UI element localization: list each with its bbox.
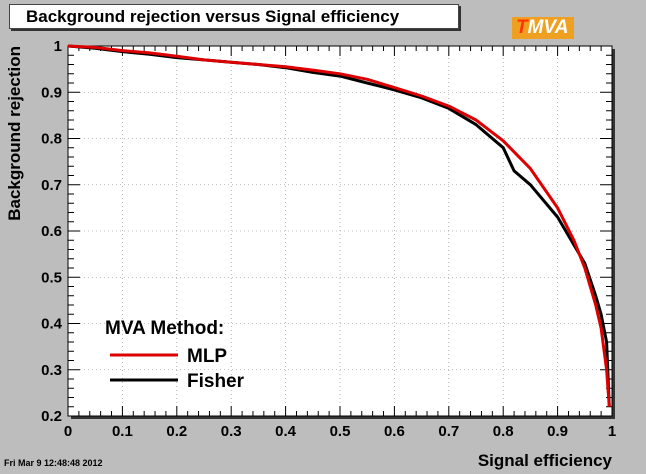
x-tick-label: 0.7 [438,423,459,440]
x-tick-label: 0.1 [112,423,133,440]
chart-title: Background rejection versus Signal effic… [9,4,459,29]
timestamp: Fri Mar 9 12:48:48 2012 [4,458,103,468]
x-tick-label: 1 [608,423,616,440]
x-tick-label: 0 [64,423,72,440]
series-line-mlp [67,44,611,407]
y-tick-label: 0.8 [41,131,62,148]
tmva-logo: TMVA [510,14,610,42]
y-tick-label: 0.5 [41,269,62,286]
y-tick-label: 0.4 [41,316,63,333]
legend-label-mlp: MLP [187,346,227,367]
x-tick-label: 0.4 [275,423,297,440]
x-tick-label: 0.9 [547,423,568,440]
y-tick-label: 0.9 [41,84,62,101]
x-tick-label: 0.2 [166,423,187,440]
x-tick-label: 0.5 [330,423,351,440]
y-tick-label: 0.3 [41,362,62,379]
y-tick-label: 0.6 [41,223,62,240]
logo-box: TMVA [512,17,575,39]
x-tick-label: 0.8 [493,423,514,440]
logo-t: T [516,17,528,38]
x-axis-title: Signal efficiency [478,451,613,470]
y-axis-title: Background rejection [5,46,24,221]
y-tick-label: 0.2 [41,408,62,425]
logo-text: MVA [527,17,569,38]
y-tick-label: 1 [54,38,62,55]
x-tick-label: 0.3 [221,423,242,440]
legend-title: MVA Method: [105,318,224,339]
y-tick-label: 0.7 [41,177,62,194]
chart-title-text: Background rejection versus Signal effic… [26,6,400,26]
legend-label-fisher: Fisher [187,371,245,392]
x-tick-label: 0.6 [384,423,405,440]
